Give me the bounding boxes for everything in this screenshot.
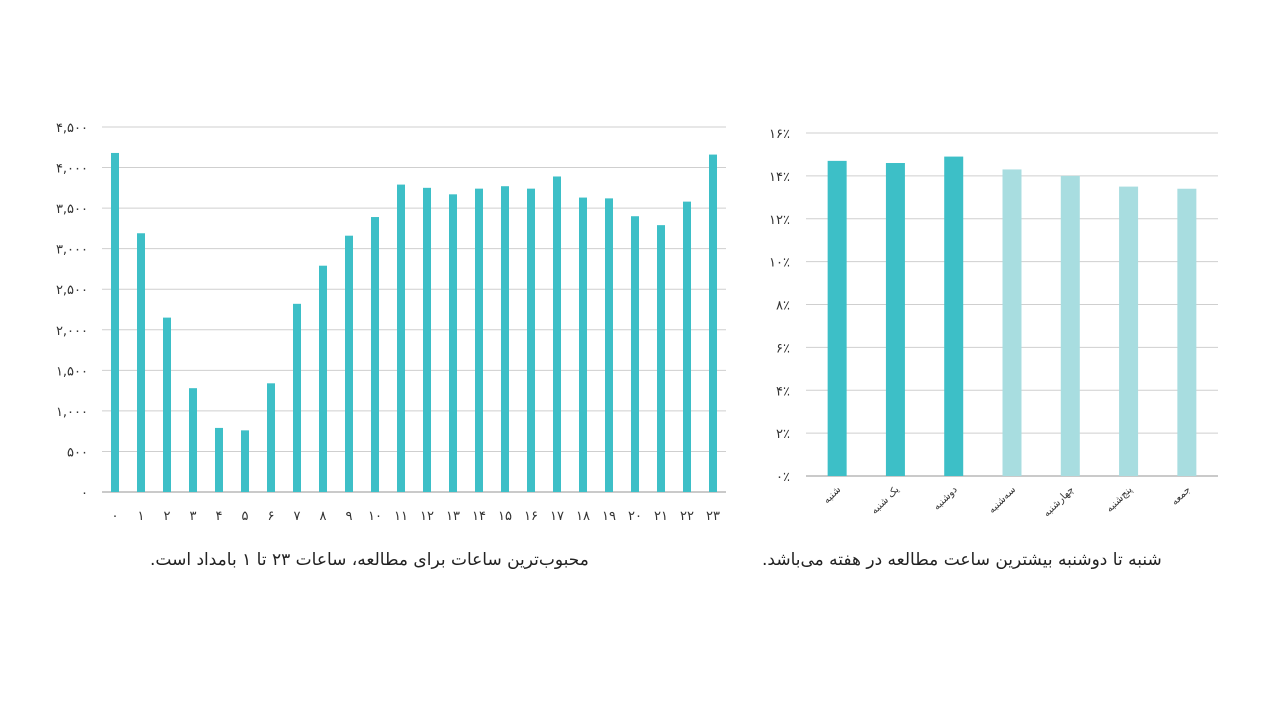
bar [475, 188, 483, 492]
bar [137, 233, 145, 492]
bar [319, 265, 327, 492]
x-tick-label: ۲۳ [706, 509, 720, 524]
weekday-study-chart: ۰٪ ۲٪ ۴٪ ۶٪ ۸٪ ۱۰٪ ۱۲٪ ۱۴٪ ۱۶٪ شنبه یک شنبه دوشنبه س… [769, 127, 1218, 519]
y-tick-label: ۱,۵۰۰ [56, 364, 88, 379]
y-tick-label: ۱۴٪ [769, 170, 790, 185]
x-tick-label: ۱۱ [394, 509, 408, 524]
weekday-chart-caption: شنبه تا دوشنبه بیشترین ساعت مطالعه در هف… [762, 550, 1162, 570]
bar [657, 225, 665, 492]
y-tick-label: ۴,۰۰۰ [56, 162, 88, 177]
x-tick-label: ۲۰ [628, 509, 642, 524]
y-tick-label: ۸٪ [776, 299, 790, 314]
bar [1002, 169, 1022, 476]
x-tick-label: شنبه [821, 484, 843, 506]
x-tick-label: ۵ [242, 509, 249, 524]
x-tick-label: ۴ [216, 509, 223, 524]
x-tick-label: ۱۲ [420, 509, 434, 524]
x-tick-label: ۱۵ [498, 509, 512, 524]
y-tick-label: ۴,۵۰۰ [56, 121, 88, 136]
bar [944, 156, 964, 477]
y-tick-label: ۱۲٪ [769, 213, 790, 228]
x-tick-label: چهارشنبه [1041, 484, 1076, 519]
x-tick-label: ۷ [294, 509, 301, 524]
bar [885, 163, 905, 476]
y-tick-label: ۱۶٪ [769, 127, 790, 142]
x-tick-label: ۱ [138, 509, 145, 524]
x-tick-label: ۱۶ [524, 509, 538, 524]
bar [527, 188, 535, 492]
y-tick-label: ۵۰۰ [67, 445, 88, 460]
x-tick-label: پنج‌شنبه [1104, 484, 1135, 515]
bar [501, 186, 509, 492]
bar [215, 427, 223, 492]
bar [163, 317, 171, 492]
x-tick-label: جمعه [1170, 484, 1193, 507]
y-tick-label: ۳,۵۰۰ [56, 202, 88, 217]
bar [397, 184, 405, 493]
x-tick-label: ۰ [112, 509, 119, 524]
bar [1060, 175, 1080, 476]
y-tick-label: ۲,۰۰۰ [56, 324, 88, 339]
bar [579, 197, 587, 493]
x-tick-label: ۶ [268, 509, 275, 524]
bar [111, 152, 119, 492]
x-tick-label: ۱۸ [576, 509, 590, 524]
y-tick-label: ۲,۵۰۰ [56, 283, 88, 298]
y-tick-label: ۰ [81, 486, 88, 501]
y-tick-label: ۰٪ [776, 470, 790, 485]
x-tick-label: دوشنبه [932, 484, 960, 512]
bar [241, 430, 249, 492]
x-tick-label: ۸ [320, 509, 327, 524]
x-tick-label: ۱۹ [602, 509, 616, 524]
x-tick-label: ۹ [346, 509, 353, 524]
bar [1119, 186, 1139, 476]
bar [371, 217, 379, 493]
x-tick-label: ۳ [190, 509, 197, 524]
bar [423, 187, 431, 493]
x-tick-label: ۲۲ [680, 509, 694, 524]
y-tick-label: ۲٪ [776, 427, 790, 442]
y-tick-label: ۱,۰۰۰ [56, 405, 88, 420]
bar [293, 303, 301, 492]
hourly-study-chart: ۰ ۵۰۰ ۱,۰۰۰ ۱,۵۰۰ ۲,۰۰۰ ۲,۵۰۰ ۳,۰۰۰ ۳,۵۰۰ ۴,۰۰۰ ۴… [56, 121, 726, 524]
x-tick-label: سه‌شنبه [987, 484, 1018, 515]
y-tick-label: ۶٪ [776, 341, 790, 356]
bar [449, 194, 457, 493]
x-tick-label: ۱۳ [446, 509, 460, 524]
x-tick-label: ۲۱ [654, 509, 668, 524]
y-tick-label: ۳,۰۰۰ [56, 243, 88, 258]
bar [345, 235, 353, 492]
hourly-chart-caption: محبوب‌ترین ساعات برای مطالعه، ساعات ۲۳ ت… [150, 550, 589, 570]
bar [709, 154, 717, 493]
x-tick-label: ۱۰ [368, 509, 382, 524]
bar [683, 201, 691, 492]
x-tick-label: ۱۴ [472, 509, 486, 524]
bar [827, 160, 847, 476]
y-tick-label: ۱۰٪ [769, 256, 790, 271]
y-tick-label: ۴٪ [776, 384, 790, 399]
bar [1177, 188, 1197, 477]
x-tick-label: ۱۷ [550, 509, 564, 524]
x-tick-label: ۲ [164, 509, 171, 524]
x-tick-label: یک شنبه [869, 484, 901, 516]
bar [267, 383, 275, 492]
bar [631, 216, 639, 492]
bar [605, 198, 613, 492]
bar [553, 176, 561, 492]
bar [189, 388, 197, 492]
